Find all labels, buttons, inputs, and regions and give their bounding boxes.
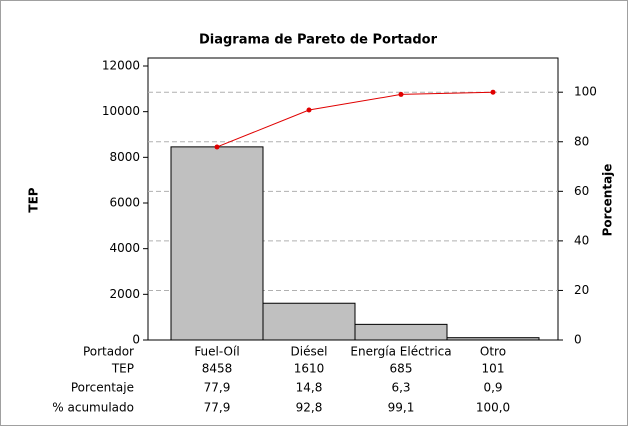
tep-cell: 8458 xyxy=(202,362,233,376)
y2-tick-label: 100 xyxy=(574,85,597,99)
cumulative-cell: 77,9 xyxy=(204,401,231,415)
cumulative-cell: 100,0 xyxy=(476,401,510,415)
percent-cell: 14,8 xyxy=(296,381,323,395)
y2-axis-label: Porcentaje xyxy=(601,164,615,237)
y2-tick-label: 80 xyxy=(574,134,589,148)
tep-cell: 101 xyxy=(482,362,505,376)
category-label: Fuel-Oíl xyxy=(194,345,239,359)
cumulative-cell: 99,1 xyxy=(388,401,415,415)
category-label: Diésel xyxy=(291,345,328,359)
cumulative-point xyxy=(214,144,220,150)
row-label: % acumulado xyxy=(52,401,134,415)
tep-cell: 685 xyxy=(390,362,413,376)
y-tick-label: 6000 xyxy=(109,195,140,209)
tep-cell: 1610 xyxy=(294,362,325,376)
bar xyxy=(354,323,448,341)
bar xyxy=(170,146,264,341)
cumulative-point xyxy=(490,89,496,95)
y-axis-label: TEP xyxy=(27,187,41,212)
cumulative-point xyxy=(398,91,404,97)
cumulative-line xyxy=(216,91,494,148)
cumulative-cell: 92,8 xyxy=(296,401,323,415)
y2-tick-label: 40 xyxy=(574,233,589,247)
row-label: TEP xyxy=(111,362,134,376)
cumulative-point xyxy=(306,107,312,113)
bar xyxy=(446,337,540,341)
chart-title: Diagrama de Pareto de Portador xyxy=(199,33,438,48)
y2-tick-label: 60 xyxy=(574,184,589,198)
y2-tick-label: 0 xyxy=(574,333,582,347)
percent-cell: 0,9 xyxy=(483,381,502,395)
y-tick-label: 0 xyxy=(132,333,140,347)
percent-cell: 6,3 xyxy=(391,381,410,395)
y-tick-label: 8000 xyxy=(109,150,140,164)
row-label: Portador xyxy=(83,345,134,359)
y-tick-label: 2000 xyxy=(109,287,140,301)
row-label: Porcentaje xyxy=(71,381,134,395)
y-tick-label: 4000 xyxy=(109,241,140,255)
percent-cell: 77,9 xyxy=(204,381,231,395)
y-tick-label: 10000 xyxy=(102,104,140,118)
category-label: Otro xyxy=(480,345,506,359)
y2-tick-label: 20 xyxy=(574,283,589,297)
category-label: Energía Eléctrica xyxy=(350,345,451,359)
y-tick-label: 12000 xyxy=(102,58,140,72)
bar xyxy=(262,302,356,341)
